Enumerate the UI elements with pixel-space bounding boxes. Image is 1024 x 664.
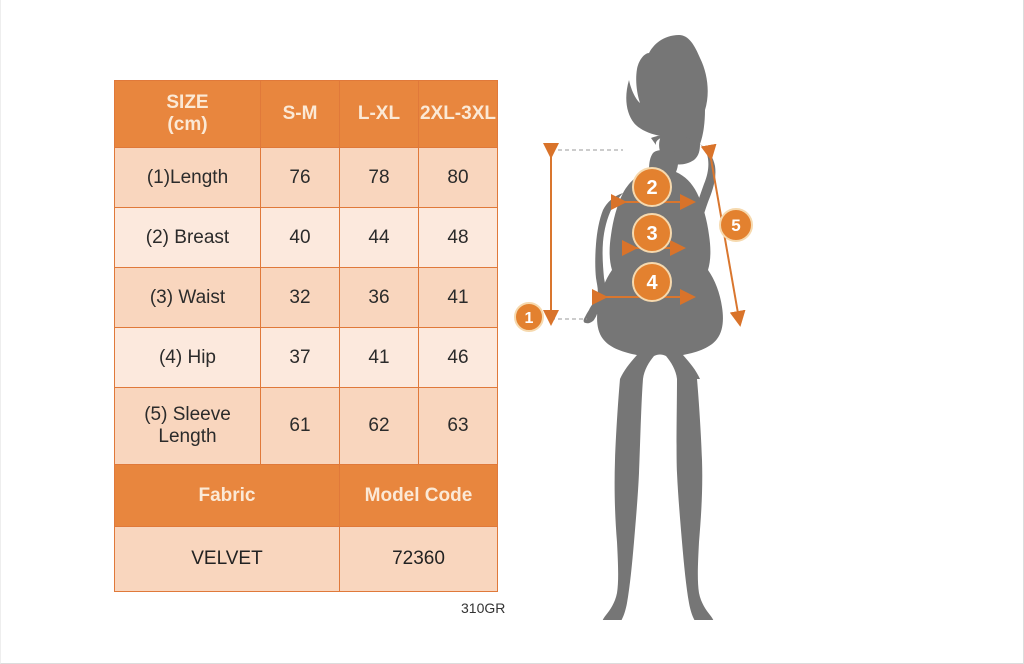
svg-text:1: 1 — [525, 310, 534, 327]
svg-text:3: 3 — [646, 223, 657, 245]
svg-text:5: 5 — [731, 216, 740, 235]
svg-text:4: 4 — [646, 272, 658, 294]
svg-text:2: 2 — [646, 177, 657, 199]
